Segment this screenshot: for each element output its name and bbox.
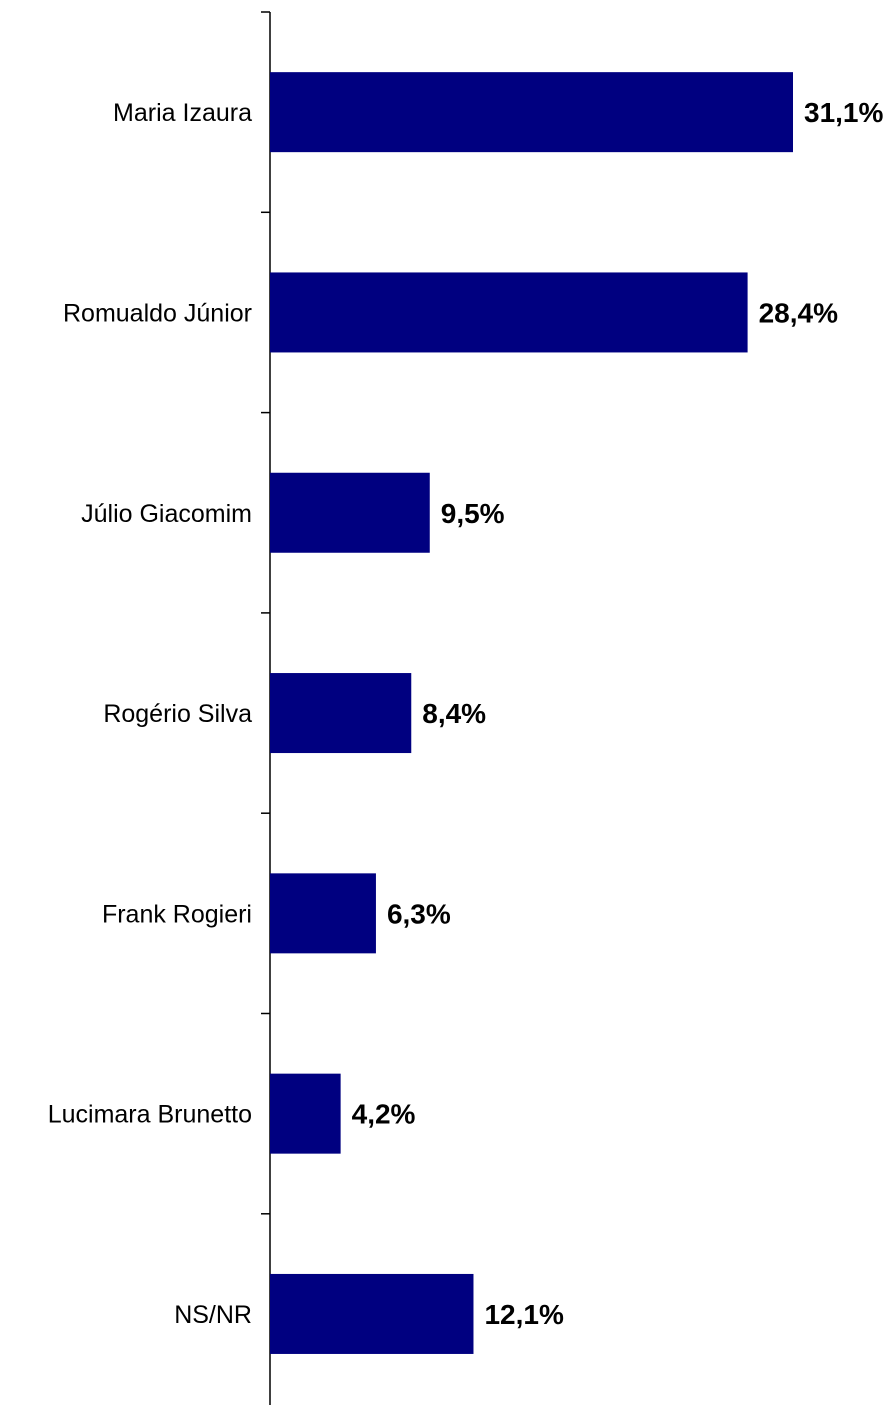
value-label: 31,1% xyxy=(804,97,883,128)
bars xyxy=(270,72,793,1354)
bar xyxy=(270,72,793,153)
category-label: Júlio Giacomim xyxy=(81,500,252,528)
value-labels: 31,1% 28,4% 9,5% 8,4% 6,3% 4,2% 12,1% xyxy=(352,97,884,1330)
category-axis xyxy=(261,11,271,1405)
bar xyxy=(270,873,376,954)
bar xyxy=(270,673,412,754)
value-label: 12,1% xyxy=(484,1299,563,1330)
value-label: 8,4% xyxy=(422,698,486,729)
value-label: 9,5% xyxy=(441,498,505,529)
category-labels: Maria Izaura Romualdo Júnior Júlio Giacomi… xyxy=(48,99,252,1329)
value-label: 6,3% xyxy=(387,898,451,929)
category-label: Frank Rogieri xyxy=(102,900,252,928)
category-label: Romualdo Júnior xyxy=(63,299,252,327)
bar xyxy=(270,472,430,553)
category-label: Rogério Silva xyxy=(103,700,252,728)
category-label: Maria Izaura xyxy=(113,99,252,127)
value-label: 28,4% xyxy=(759,297,838,328)
category-label: Lucimara Brunetto xyxy=(48,1101,252,1129)
bar xyxy=(270,1073,341,1154)
bar xyxy=(270,1273,474,1354)
bar xyxy=(270,272,748,353)
value-label: 4,2% xyxy=(352,1099,416,1130)
category-label: NS/NR xyxy=(174,1301,252,1329)
